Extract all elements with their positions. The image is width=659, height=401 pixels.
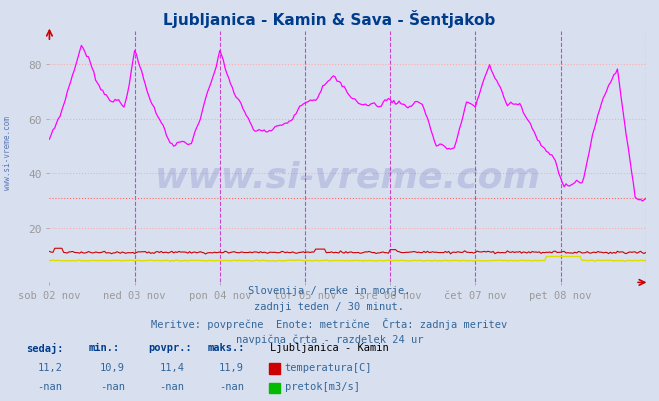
- Text: www.si-vreme.com: www.si-vreme.com: [155, 160, 540, 194]
- Text: -nan: -nan: [38, 381, 63, 391]
- Text: 11,2: 11,2: [38, 362, 63, 372]
- Text: -nan: -nan: [219, 381, 244, 391]
- Text: maks.:: maks.:: [208, 342, 245, 352]
- Text: temperatura[C]: temperatura[C]: [285, 362, 372, 372]
- Text: sedaj:: sedaj:: [26, 342, 64, 352]
- Text: -nan: -nan: [100, 381, 125, 391]
- Text: 11,4: 11,4: [159, 362, 185, 372]
- Text: Meritve: povprečne  Enote: metrične  Črta: zadnja meritev: Meritve: povprečne Enote: metrične Črta:…: [152, 318, 507, 330]
- Text: 11,9: 11,9: [219, 362, 244, 372]
- Text: navpična črta - razdelek 24 ur: navpična črta - razdelek 24 ur: [236, 334, 423, 344]
- Text: 10,9: 10,9: [100, 362, 125, 372]
- Text: Ljubljanica - Kamin: Ljubljanica - Kamin: [270, 342, 389, 352]
- Text: www.si-vreme.com: www.si-vreme.com: [3, 115, 13, 189]
- Text: povpr.:: povpr.:: [148, 342, 192, 352]
- Text: min.:: min.:: [89, 342, 120, 352]
- Text: Slovenija / reke in morje.: Slovenija / reke in morje.: [248, 286, 411, 296]
- Text: -nan: -nan: [159, 381, 185, 391]
- Text: pretok[m3/s]: pretok[m3/s]: [285, 381, 360, 391]
- Text: Ljubljanica - Kamin & Sava - Šentjakob: Ljubljanica - Kamin & Sava - Šentjakob: [163, 10, 496, 28]
- Text: zadnji teden / 30 minut.: zadnji teden / 30 minut.: [254, 302, 405, 312]
